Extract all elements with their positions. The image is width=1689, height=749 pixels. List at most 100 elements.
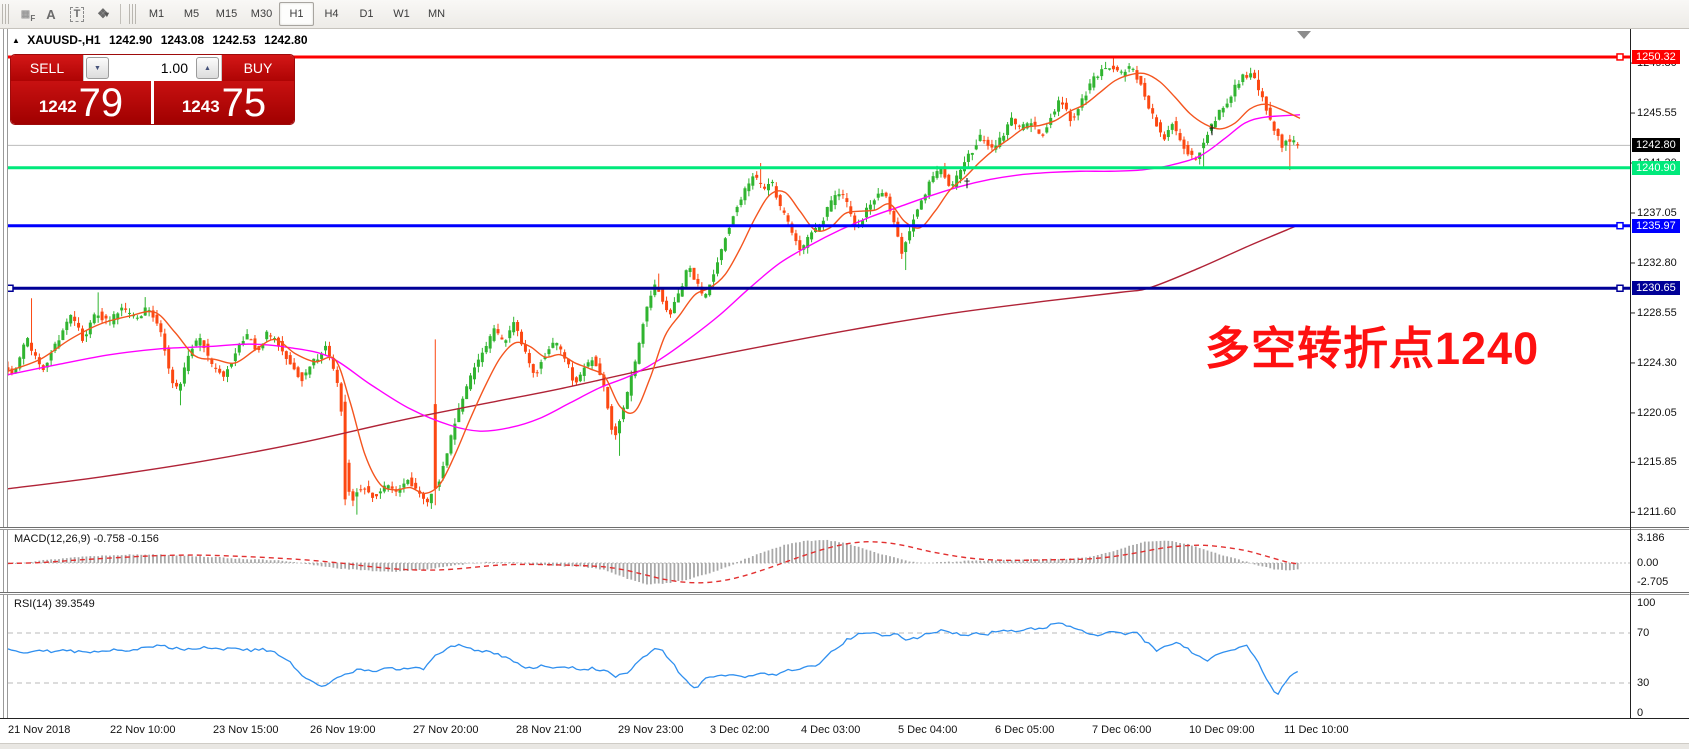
timeframe-button-m1[interactable]: M1 (148, 8, 165, 20)
window-gutter (0, 29, 8, 527)
toolbar: ▦ F A T ❖ ▾ M1 M5 M15 M30 H1 H4 D1 W1 MN (0, 0, 1689, 29)
macd-axis-tick: 3.186 (1637, 532, 1665, 544)
sell-price-big: 79 (78, 81, 124, 125)
candlestick-series (8, 57, 1300, 515)
time-axis-label: 27 Nov 20:00 (413, 724, 479, 736)
macd-panel (8, 539, 1630, 585)
timeframe-button-w1[interactable]: W1 (393, 8, 410, 20)
macd-axis-tick: 0.00 (1637, 557, 1659, 569)
time-axis-label: 5 Dec 04:00 (898, 724, 958, 736)
time-axis-label: 29 Nov 23:00 (618, 724, 684, 736)
rsi-axis-tick: 30 (1637, 677, 1650, 689)
window-bottom-edge (0, 743, 1689, 749)
chart-annotation-text: 多空转折点1240 (1205, 323, 1540, 374)
toolbar-grip[interactable] (2, 4, 9, 24)
timeframe-button-h4[interactable]: H4 (324, 8, 339, 20)
rsi-label: RSI(14) 39.3549 (14, 598, 95, 610)
symbol-period-label: XAUUSD-,H1 (27, 33, 101, 47)
price-axis-tick: 1228.55 (1637, 306, 1677, 319)
price-axis-tick: 1232.80 (1637, 256, 1677, 269)
chart-shift-marker-icon[interactable] (1297, 31, 1311, 39)
chart-title: ▲ XAUUSD-,H1 1242.90 1243.08 1242.53 124… (12, 33, 313, 47)
time-axis-label: 23 Nov 15:00 (213, 724, 279, 736)
timeframe-button-d1[interactable]: D1 (359, 8, 374, 20)
resistance-line-handle[interactable] (1616, 53, 1624, 61)
text-label-icon[interactable]: T (64, 3, 90, 25)
time-axis-label: 28 Nov 21:00 (516, 724, 582, 736)
pivot-line-price-label: 1240.90 (1632, 160, 1680, 175)
arrow-objects-icon[interactable]: ❖ ▾ (97, 6, 109, 21)
window-gutter (0, 530, 8, 592)
time-axis-label: 7 Dec 06:00 (1092, 724, 1152, 736)
time-axis-label: 26 Nov 19:00 (310, 724, 376, 736)
timeframe-button-m5[interactable]: M5 (183, 8, 200, 20)
price-axis-tick: 1215.85 (1637, 456, 1677, 469)
time-axis-border (0, 718, 1689, 719)
ma-fast-line (8, 72, 1301, 495)
price-axis-tick: 1245.55 (1637, 107, 1677, 120)
sell-button[interactable]: SELL (11, 55, 83, 81)
time-axis-label: 4 Dec 03:00 (801, 724, 861, 736)
volume-increase-button[interactable]: ▲ (196, 57, 219, 79)
buy-price-big: 75 (221, 81, 267, 125)
panel-separator[interactable] (0, 592, 1689, 593)
time-axis-label: 22 Nov 10:00 (110, 724, 176, 736)
sell-price-small: 1242 (38, 97, 77, 116)
resistance-line-price-label: 1250.32 (1632, 49, 1680, 64)
price-axis-tick: 1237.05 (1637, 207, 1677, 219)
time-axis-label: 3 Dec 02:00 (710, 724, 770, 736)
timeframe-toolbar-grip[interactable] (129, 4, 136, 24)
buy-button[interactable]: BUY (222, 55, 294, 81)
text-a-icon[interactable]: A (46, 6, 56, 22)
support-line-2-price-label: 1230.65 (1632, 281, 1680, 296)
collapse-triangle-icon[interactable]: ▲ (12, 36, 20, 45)
timeframe-button-m30[interactable]: M30 (250, 8, 273, 20)
timeframe-button-m15[interactable]: M15 (215, 8, 238, 20)
timeframe-button-mn[interactable]: MN (427, 8, 446, 20)
object-dagger-marker[interactable]: † (964, 176, 970, 190)
dropdown-caret-icon: ▾ (104, 9, 109, 19)
price-axis-tick: 1220.05 (1637, 406, 1677, 419)
macd-values: -0.758 -0.156 (93, 533, 159, 545)
rsi-value: 39.3549 (54, 598, 95, 610)
price-axis-tick: 1224.30 (1637, 356, 1677, 369)
support-line-1-price-label: 1235.97 (1632, 218, 1680, 233)
time-axis-label: 21 Nov 2018 (8, 724, 71, 736)
main-chart-panel: †† (8, 57, 1630, 515)
quote-high: 1243.08 (160, 33, 205, 47)
quote-close: 1242.80 (264, 33, 308, 47)
window-gutter (0, 595, 8, 718)
time-axis-label: 6 Dec 05:00 (995, 724, 1055, 736)
one-click-trading-panel: SELL ▼ ▲ BUY 1242 79 1243 75 (10, 54, 295, 125)
macd-axis-tick: -2.705 (1637, 576, 1669, 588)
sell-price-display[interactable]: 1242 79 (11, 81, 151, 124)
volume-input[interactable] (111, 55, 194, 81)
time-axis-label: 11 Dec 10:00 (1284, 724, 1349, 736)
toolbar-separator (120, 4, 121, 24)
price-axis-spine (1630, 29, 1631, 719)
support-line-1-handle[interactable] (1616, 221, 1624, 230)
indicator-grid-icon[interactable]: ▦ F (20, 8, 35, 23)
quote-open: 1242.90 (108, 33, 153, 47)
rsi-panel (8, 622, 1630, 696)
macd-label: MACD(12,26,9) -0.758 -0.156 (14, 533, 159, 545)
quote-low: 1242.53 (212, 33, 256, 47)
ma-mid-line (8, 114, 1301, 432)
object-dagger-marker[interactable]: † (1209, 123, 1215, 137)
panel-separator (0, 529, 1689, 530)
support-line-2-handle[interactable] (1616, 284, 1624, 293)
rsi-axis-tick: 0 (1637, 707, 1644, 719)
panel-separator[interactable] (0, 527, 1689, 528)
buy-price-display[interactable]: 1243 75 (154, 81, 294, 124)
bid-price-line-price-label: 1242.80 (1632, 138, 1680, 153)
time-axis-label: 10 Dec 09:00 (1189, 724, 1255, 736)
timeframe-button-h1[interactable]: H1 (279, 2, 314, 26)
buy-price-small: 1243 (181, 97, 220, 116)
rsi-line (8, 622, 1298, 696)
rsi-axis-tick: 70 (1637, 627, 1650, 639)
panel-separator (0, 594, 1689, 595)
price-axis-tick: 1211.60 (1637, 506, 1676, 519)
volume-decrease-button[interactable]: ▼ (86, 57, 109, 79)
rsi-axis-tick: 100 (1637, 597, 1656, 609)
